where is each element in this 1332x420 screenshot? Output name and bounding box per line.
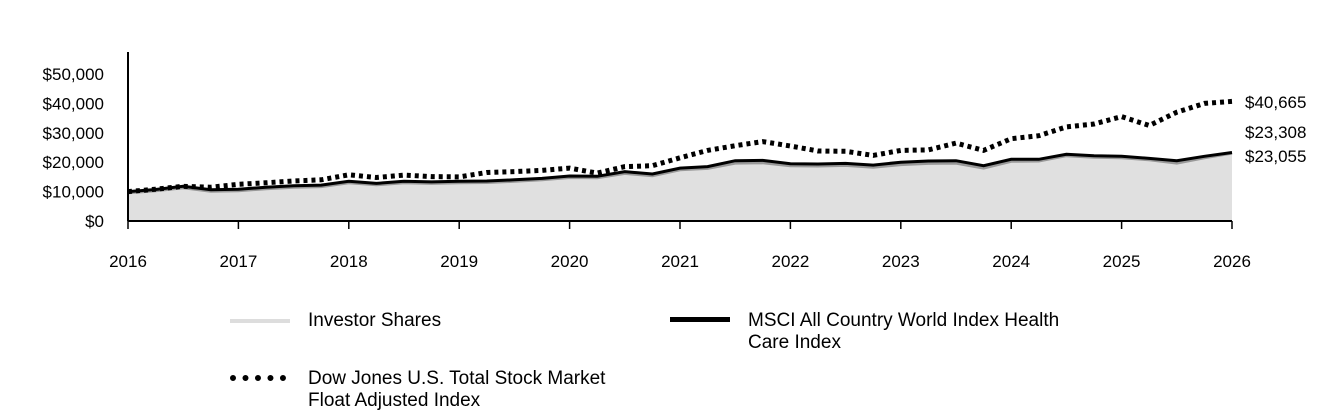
x-tick-label: 2022 — [771, 252, 809, 271]
y-tick-label: $50,000 — [43, 65, 104, 84]
legend-label-msci: MSCI All Country World Index Health Care … — [748, 310, 1060, 353]
x-tick-label: 2019 — [440, 252, 478, 271]
x-tick-label: 2017 — [219, 252, 257, 271]
line-chart: $0 $10,000 $20,000 $30,000 $40,000 $50,000 201… — [43, 52, 1306, 271]
end-value-label: $23,308 — [1245, 123, 1306, 142]
y-tick-label: $20,000 — [43, 153, 104, 172]
x-tick-label: 2021 — [661, 252, 699, 271]
x-tick-label: 2020 — [551, 252, 589, 271]
x-tick-label: 2018 — [330, 252, 368, 271]
y-tick-label: $0 — [85, 212, 104, 231]
x-tick-label: 2026 — [1213, 252, 1251, 271]
y-tick-label: $30,000 — [43, 124, 104, 143]
y-tick-label: $40,000 — [43, 94, 104, 113]
legend-label-investor: Investor Shares — [308, 310, 442, 331]
x-tick-label: 2023 — [882, 252, 920, 271]
legend-swatch-investor — [230, 319, 290, 323]
x-tick-label: 2016 — [109, 252, 147, 271]
series-line-msci — [127, 151, 1233, 194]
y-tick-label: $10,000 — [43, 183, 104, 202]
x-tick-label: 2024 — [992, 252, 1030, 271]
end-value-label: $40,665 — [1245, 93, 1306, 112]
legend-swatch-msci — [670, 317, 730, 322]
series-line-dow-jones — [127, 98, 1233, 195]
series-area-investor-shares — [128, 153, 1232, 221]
legend-label-dow: Dow Jones U.S. Total Stock Market Float A… — [308, 368, 606, 411]
x-tick-label: 2025 — [1103, 252, 1141, 271]
end-value-label: $23,055 — [1245, 147, 1306, 166]
legend-swatch-dow — [230, 375, 286, 381]
